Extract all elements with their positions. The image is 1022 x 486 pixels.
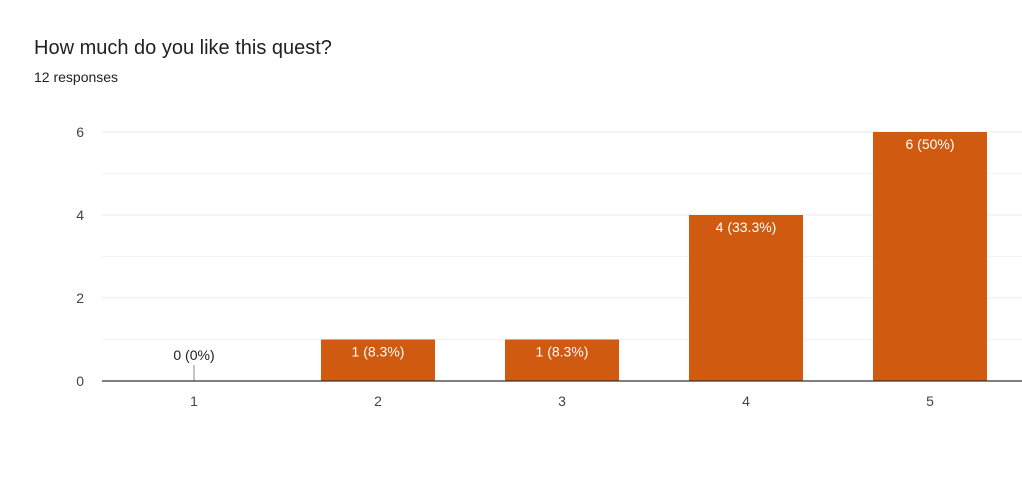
response-count: 12 responses xyxy=(34,69,119,85)
chart-title: How much do you like this quest? xyxy=(34,37,332,59)
bar xyxy=(873,132,987,381)
y-tick-label: 0 xyxy=(76,373,84,389)
x-tick-label: 3 xyxy=(558,393,566,409)
data-label: 1 (8.3%) xyxy=(352,344,405,360)
bar xyxy=(321,339,435,381)
y-tick-label: 6 xyxy=(76,124,84,140)
x-tick-label: 4 xyxy=(742,393,750,409)
x-tick-label: 5 xyxy=(926,393,934,409)
y-tick-label: 2 xyxy=(76,290,84,306)
bar xyxy=(505,339,619,381)
data-label: 4 (33.3%) xyxy=(716,219,777,235)
y-tick-label: 4 xyxy=(76,207,84,223)
data-label: 0 (0%) xyxy=(173,347,214,363)
data-label: 1 (8.3%) xyxy=(536,344,589,360)
bar xyxy=(689,215,803,381)
x-tick-label: 1 xyxy=(190,393,198,409)
x-tick-label: 2 xyxy=(374,393,382,409)
data-label: 6 (50%) xyxy=(905,136,954,152)
